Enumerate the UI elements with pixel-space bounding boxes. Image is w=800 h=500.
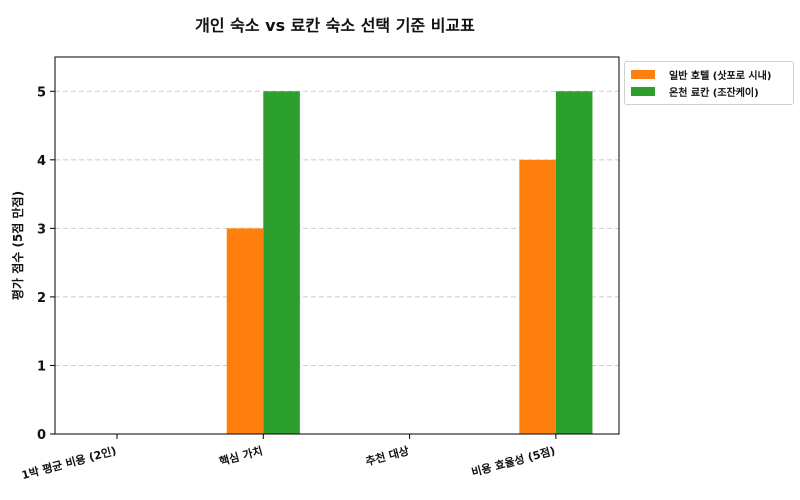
bar <box>263 91 300 434</box>
x-tick-label: 비용 효율성 (5점) <box>470 443 557 479</box>
y-tick-label: 5 <box>37 85 46 100</box>
legend: 일반 호텔 (삿포로 시내) 온천 료칸 (조잔케이) <box>624 61 794 105</box>
plot-frame <box>54 56 620 435</box>
bar <box>555 91 593 434</box>
legend-swatch-hotel <box>631 70 655 79</box>
y-tick-label: 1 <box>37 359 46 374</box>
bar <box>519 159 556 434</box>
x-tick-label: 핵심 가치 <box>218 443 264 468</box>
chart-title: 개인 숙소 vs 료칸 숙소 선택 기준 비교표 <box>195 16 475 35</box>
legend-swatch-ryokan <box>631 87 655 96</box>
x-tick-label: 추천 대상 <box>364 443 410 468</box>
x-tick-label: 1박 평균 비용 (2인) <box>20 443 118 482</box>
y-tick-label: 0 <box>37 428 46 443</box>
legend-label-hotel: 일반 호텔 (삿포로 시내) <box>669 71 772 82</box>
y-tick-label: 2 <box>37 291 46 306</box>
y-tick-label: 3 <box>37 222 46 237</box>
y-axis-label: 평가 점수 (5점 만점) <box>10 191 25 300</box>
y-tick-label: 4 <box>37 154 46 169</box>
legend-item-ryokan: 온천 료칸 (조잔케이) <box>631 83 787 100</box>
legend-label-ryokan: 온천 료칸 (조잔케이) <box>669 88 759 99</box>
legend-item-hotel: 일반 호텔 (삿포로 시내) <box>631 66 787 83</box>
bar <box>226 228 264 434</box>
